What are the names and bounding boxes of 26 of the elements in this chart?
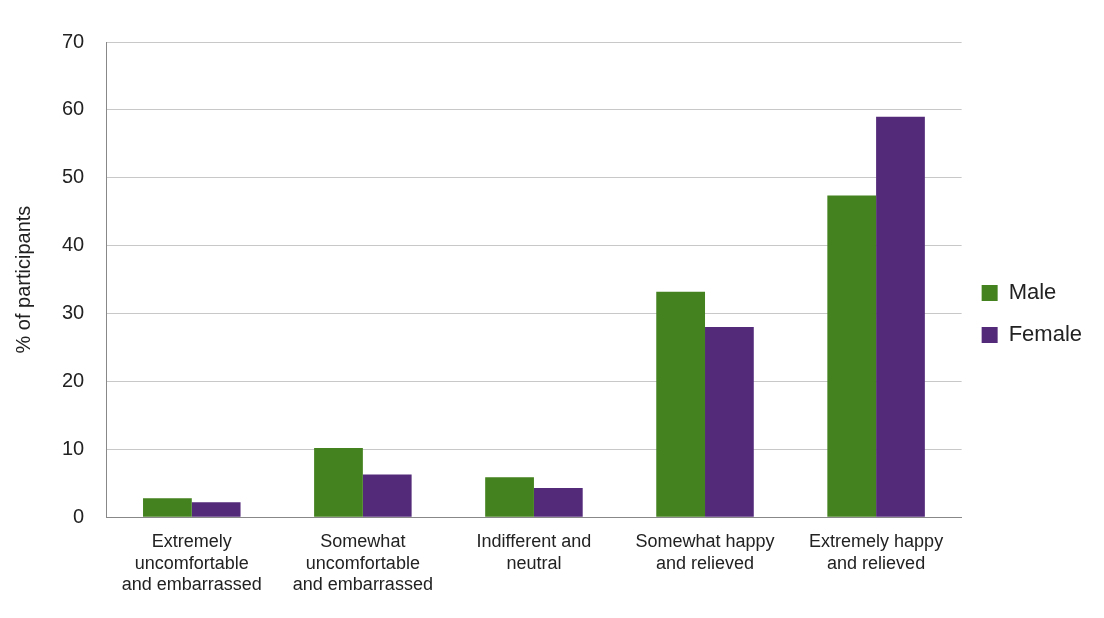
bar (533, 488, 583, 517)
y-axis-title: % of participants (11, 205, 34, 354)
y-tick-label: 10 (62, 436, 85, 459)
y-tick-label: 0 (73, 504, 85, 527)
x-tick-label: Somewhat happy and relieved (635, 530, 775, 573)
x-tick-label: Extremely uncomfortable and embarrassed (121, 530, 262, 595)
bar (362, 474, 412, 517)
y-tick-label: 60 (62, 97, 85, 120)
y-tick-label: 20 (62, 368, 85, 391)
bar (705, 327, 754, 517)
bar (143, 498, 192, 517)
x-tick-label: Extremely happy and relieved (809, 530, 944, 573)
y-tick-label: 70 (62, 29, 85, 52)
y-tick-label: 50 (62, 165, 85, 188)
bar (314, 447, 363, 517)
bar (876, 116, 925, 517)
bar (485, 477, 534, 517)
y-tick-label: 40 (62, 233, 85, 256)
x-tick-label: Somewhat uncomfortable and embarrassed (292, 530, 433, 595)
legend-label: Male (1008, 279, 1057, 305)
bar (827, 195, 877, 517)
legend-label: Female (1008, 321, 1082, 347)
x-tick-label: Indifferent and neutral (476, 530, 592, 573)
bar (656, 291, 706, 517)
y-tick-label: 30 (62, 301, 85, 324)
bar (191, 502, 241, 517)
